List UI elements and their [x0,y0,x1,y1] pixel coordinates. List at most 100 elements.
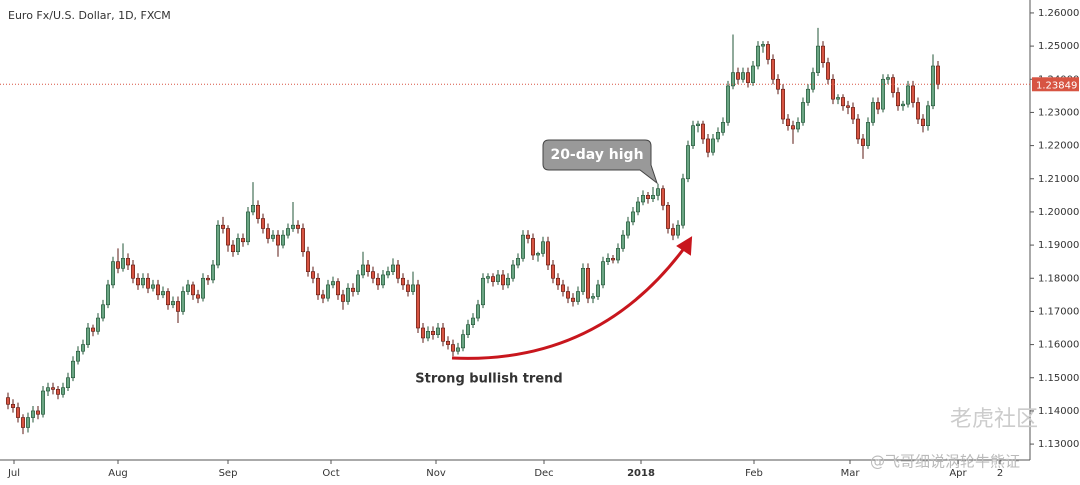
candle-body [840,97,845,107]
candle-body [395,264,400,279]
candle-body [640,195,645,203]
candle-body [605,258,610,262]
candle-body [196,294,201,299]
candle-body [835,97,840,100]
candle-body [880,78,885,110]
x-tick-label: Sep [219,468,238,479]
candle-body [365,264,370,272]
candle-body [201,277,206,299]
candle-body [895,92,900,107]
candle-body [380,274,385,286]
y-tick-label: 1.17000 [1038,306,1079,317]
candle-body [156,284,161,296]
candle-body [475,304,480,319]
candle-body [795,122,800,130]
candle-body [425,331,430,339]
y-tick-label: 1.25000 [1038,41,1079,52]
candle-body [530,238,535,256]
candle-body [111,261,116,286]
candle-body [705,138,710,153]
candle-body [535,253,540,256]
candle-body [810,72,815,90]
candle-body [40,390,45,415]
trend-arrow [451,242,690,360]
candle-body [96,317,101,332]
candle-body [186,284,191,292]
candle-body [780,88,785,120]
candle-body [845,105,850,108]
candle-body [260,218,265,229]
y-tick-label: 1.19000 [1038,240,1079,251]
candle-body [855,118,860,140]
candle-body [440,327,445,342]
candle-body [900,103,905,107]
candle-body [25,417,30,428]
candle-body [101,304,106,319]
arrow-head [676,236,693,256]
watermark: @飞哥细说涡轮牛熊证 [870,453,1020,471]
candle-body [310,271,315,279]
candle-body [750,65,755,83]
candle-body [510,264,515,279]
candle-body [415,284,420,329]
candle-body [285,228,290,236]
x-tick-label: Dec [534,468,553,479]
candle-body [330,281,335,286]
candle-body [355,274,360,292]
x-tick-label: Aug [108,468,128,479]
candle-body [106,284,111,306]
chart-title: Euro Fx/U.S. Dollar, 1D, FXCM [8,9,171,22]
candle-body [166,291,171,306]
candle-body [570,297,575,302]
candle-body [555,277,560,286]
y-tick-label: 1.15000 [1038,373,1079,384]
x-tick-label: Jul [7,468,20,479]
candle-body [340,294,345,302]
candle-body [30,410,35,418]
x-tick-label: Apr [949,468,967,479]
candle-body [820,45,825,63]
candle-body [670,228,675,236]
y-tick-label: 1.16000 [1038,340,1079,351]
candle-body [690,125,695,146]
candle-body [370,271,375,279]
candle-body [625,221,630,236]
candle-body [435,327,440,335]
candle-body [20,417,25,428]
candle-body [91,327,96,332]
candle-body [740,72,745,80]
candle-body [15,407,20,418]
candle-body [86,327,91,345]
candle-body [216,224,221,266]
candle-body [815,45,820,73]
candle-body [5,397,10,405]
x-tick-label: 2 [997,468,1003,479]
candle-body [495,274,500,282]
candle-body [685,145,690,180]
candle-body [865,122,870,146]
candle-body [191,284,196,296]
y-tick-label: 1.26000 [1038,8,1079,19]
candle-body [885,77,890,80]
candle-body [755,45,760,67]
candle-body [465,324,470,335]
candle-body [470,317,475,325]
candle-body [790,125,795,130]
candle-body [400,277,405,286]
candle-body [805,88,810,103]
candle-body [825,62,830,80]
x-tick-label: 2018 [627,468,655,479]
candle-body [610,258,615,261]
candle-body [645,195,650,199]
candle-body [136,277,141,286]
candle-body [345,287,350,302]
candle-body [695,123,700,126]
candle-body [910,85,915,103]
candle-body [320,294,325,299]
candle-body [50,387,55,390]
candle-body [920,118,925,126]
candle-body [860,138,865,146]
candle-body [760,44,765,47]
